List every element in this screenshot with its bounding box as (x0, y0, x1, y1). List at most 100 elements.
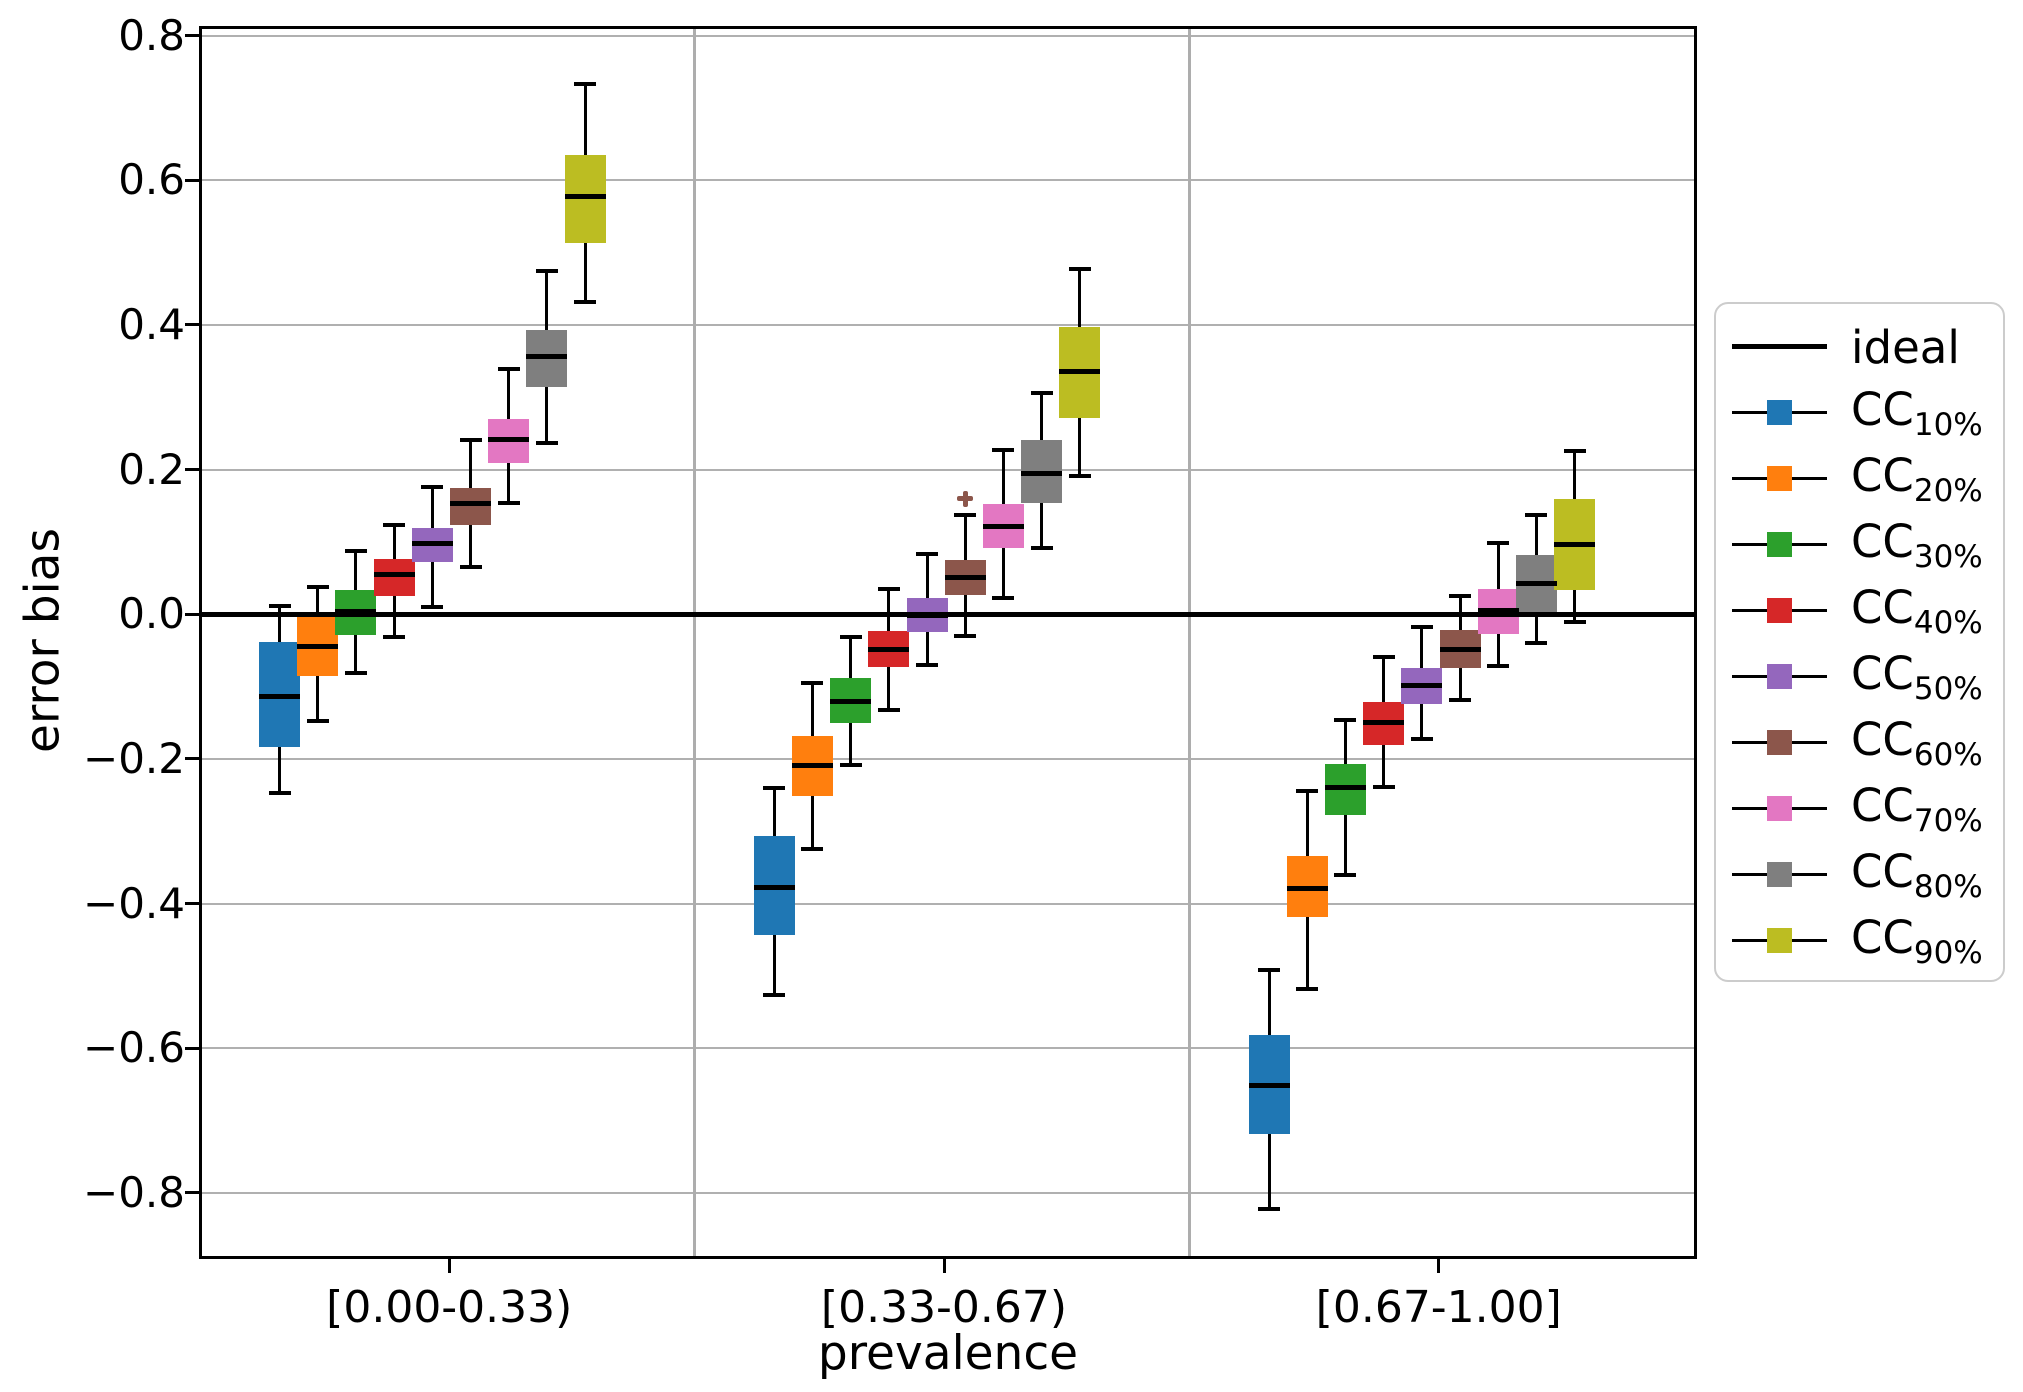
spine-left (199, 26, 202, 1259)
whisker-cap-bottom (1372, 785, 1395, 790)
legend-entry-cc40%: CC40% (1716, 578, 2003, 644)
whisker-cap-top (1563, 448, 1586, 453)
x-tick-label: [0.33-0.67) (820, 1282, 1068, 1333)
box-marker-icon (1766, 730, 1792, 755)
box-cc60%-group1 (450, 487, 491, 525)
box-marker-icon (1766, 400, 1792, 425)
legend-entry-cc50%-sample (1732, 662, 1827, 692)
plot-area (199, 26, 1697, 1259)
box-marker-icon (1766, 796, 1792, 821)
legend-entry-cc80%: CC80% (1716, 842, 2003, 908)
y-tick-label: 0.6 (118, 155, 185, 205)
legend-entry-cc70%: CC70% (1716, 776, 2003, 842)
whisker-cap-top (839, 634, 862, 639)
median-line (1248, 1083, 1290, 1089)
median-line (944, 574, 986, 580)
legend-entry-cc20%-sample (1732, 464, 1827, 494)
median-line (753, 885, 795, 891)
y-tick (185, 34, 200, 38)
whisker-cap-top (1068, 267, 1091, 272)
whisker-cap-bottom (954, 633, 977, 638)
gridline (200, 179, 1696, 182)
median-line (1286, 885, 1328, 891)
box-marker-icon (1766, 928, 1792, 953)
legend-label-cc10%: CC10% (1851, 383, 1983, 443)
median-line (1324, 785, 1366, 791)
box-marker-icon (1766, 862, 1792, 887)
legend-entry-cc90%-sample (1732, 926, 1827, 956)
legend-label-cc30%: CC30% (1851, 515, 1983, 575)
whisker-cap-bottom (306, 719, 329, 724)
median-line (373, 572, 415, 577)
y-tick (185, 1191, 200, 1195)
group-separator (1188, 27, 1191, 1258)
gridline (200, 902, 1696, 905)
y-tick-label: −0.4 (83, 878, 185, 928)
spine-top (199, 26, 1697, 29)
whisker-cap-bottom (383, 634, 406, 639)
legend-label-cc20%: CC20% (1851, 449, 1983, 509)
y-tick-label: −0.6 (83, 1023, 185, 1073)
median-line (1515, 581, 1557, 587)
median-line (564, 194, 606, 200)
median-line (982, 523, 1024, 529)
whisker-cap-top (992, 448, 1015, 453)
whisker-cap-bottom (763, 992, 786, 997)
y-tick-label: 0.0 (118, 589, 185, 639)
median-line (411, 540, 453, 546)
spine-right (1694, 26, 1697, 1259)
legend-entry-cc30%-sample (1732, 530, 1827, 560)
legend-entry-cc40%-sample (1732, 596, 1827, 626)
legend-entry-cc10%-sample (1732, 398, 1827, 428)
y-tick-label: −0.2 (83, 733, 185, 783)
whisker-cap-top (1487, 540, 1510, 545)
x-tick (447, 1258, 451, 1273)
whisker-cap-bottom (1525, 641, 1548, 646)
legend-entry-ideal: ideal (1716, 314, 2003, 380)
median-line (335, 608, 377, 614)
legend-entry-cc60%: CC60% (1716, 710, 2003, 776)
whisker-cap-top (877, 586, 900, 591)
whisker-cap-top (574, 82, 597, 87)
median-line (1401, 682, 1443, 688)
legend-entry-cc80%-sample (1732, 860, 1827, 890)
whisker-cap-top (916, 551, 939, 556)
whisker-cap-top (1296, 788, 1319, 793)
median-line (1021, 470, 1063, 476)
median-line (297, 644, 339, 650)
gridline (200, 1191, 1696, 1194)
outlier-marker (962, 490, 968, 507)
whisker-cap-bottom (992, 595, 1015, 600)
whisker-cap-top (954, 513, 977, 518)
whisker-cap-bottom (877, 707, 900, 712)
whisker-cap-top (1449, 594, 1471, 599)
legend-entry-cc70%-sample (1732, 794, 1827, 824)
y-tick (185, 757, 200, 761)
whisker-cap-top (1030, 390, 1053, 395)
whisker-cap-top (306, 584, 329, 589)
y-tick-label: 0.4 (118, 299, 185, 349)
box-cc40%-group1 (373, 558, 415, 597)
y-tick (185, 468, 200, 472)
box-cc80%-group1 (526, 330, 568, 388)
whisker-cap-bottom (1334, 872, 1357, 877)
ideal-line (200, 611, 1696, 617)
legend-entry-cc30%: CC30% (1716, 512, 2003, 578)
median-line (1059, 368, 1101, 374)
y-tick (185, 1046, 200, 1050)
whisker-cap-top (1525, 513, 1548, 518)
median-line (1439, 646, 1481, 652)
legend-label-cc80%: CC80% (1851, 845, 1983, 905)
legend-entry-cc10%: CC10% (1716, 380, 2003, 446)
median-line (450, 501, 491, 507)
whisker-cap-bottom (535, 440, 558, 445)
median-line (259, 694, 300, 700)
median-line (1363, 720, 1405, 726)
whisker-cap-bottom (497, 500, 520, 505)
whisker-cap-top (344, 549, 367, 554)
whisker-cap-top (535, 268, 558, 273)
whisker-cap-bottom (1449, 698, 1471, 703)
x-tick-label: [0.00-0.33) (326, 1282, 573, 1333)
whisker-cap-bottom (459, 565, 482, 570)
median-line (488, 437, 530, 443)
